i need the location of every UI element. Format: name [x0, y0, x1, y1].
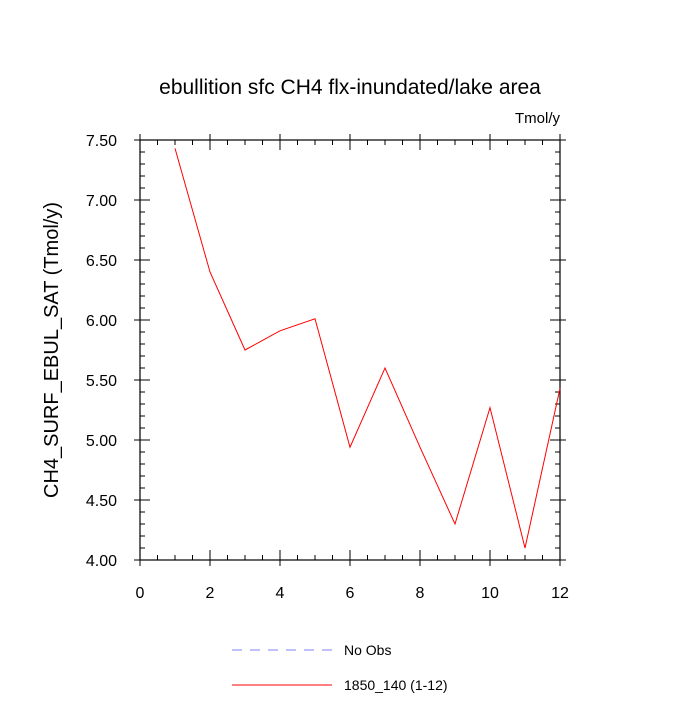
units-label: Tmol/y — [515, 110, 561, 127]
y-tick-label: 7.00 — [86, 193, 117, 210]
plot-frame — [139, 139, 561, 561]
series-line — [174, 148, 561, 549]
axes: 0 2 4 6 8 10 12 4.00 4.50 5.00 5.50 6.00 6.50 7.00 7.5… — [86, 133, 569, 602]
y-tick-label: 6.50 — [86, 253, 117, 270]
y-tick-label: 5.00 — [86, 433, 117, 450]
legend: No Obs 1850_140 (1-12) — [232, 642, 448, 693]
y-axis-label: CH4_SURF_EBUL_SAT (Tmol/y) — [41, 202, 63, 498]
series-lines — [174, 148, 561, 549]
y-tick-label: 4.50 — [86, 493, 117, 510]
x-tick-label: 2 — [206, 585, 215, 602]
legend-label: No Obs — [344, 642, 391, 658]
x-tick-label: 6 — [346, 585, 355, 602]
y-tick-label: 7.50 — [86, 133, 117, 150]
y-tick-label: 5.50 — [86, 373, 117, 390]
x-tick-label: 4 — [276, 585, 285, 602]
x-tick-label: 10 — [481, 585, 499, 602]
chart-title: ebullition sfc CH4 flx-inundated/lake ar… — [159, 76, 541, 99]
x-tick-label: 12 — [551, 585, 569, 602]
x-tick-label: 8 — [416, 585, 425, 602]
x-tick-label: 0 — [136, 585, 145, 602]
y-tick-label: 4.00 — [86, 553, 117, 570]
y-tick-label: 6.00 — [86, 313, 117, 330]
legend-label: 1850_140 (1-12) — [344, 677, 448, 693]
